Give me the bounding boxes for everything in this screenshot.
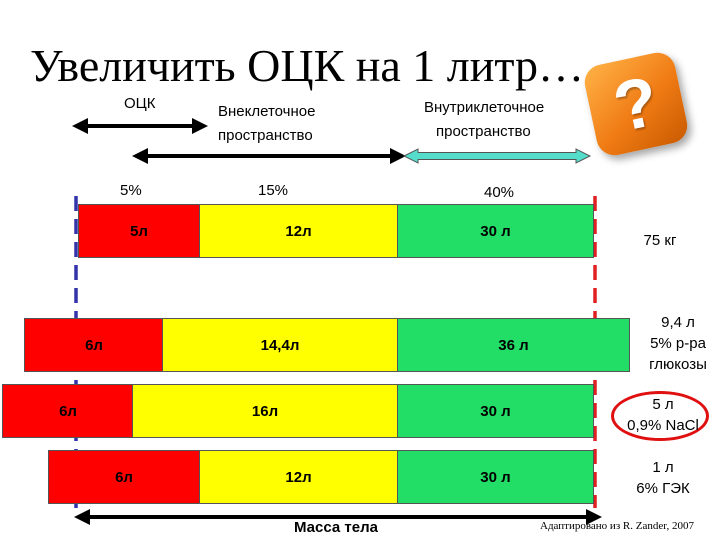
- row2-ock-segment: 6л: [24, 318, 164, 372]
- intracellular-label-line2: пространство: [436, 123, 531, 140]
- intracellular-label-line1: Внутриклеточное: [424, 99, 545, 116]
- row1-ock-value: 5л: [130, 222, 148, 240]
- row1-interstitial-segment: 12л: [199, 204, 398, 258]
- row4-ock-value: 6л: [115, 468, 133, 486]
- row2-side-line3: глюкозы: [649, 356, 707, 373]
- row4-interstitial-value: 12л: [285, 468, 312, 486]
- row3-interstitial-segment: 16л: [132, 384, 398, 438]
- body-mass-label: Масса тела: [294, 519, 378, 536]
- row4-side-line2: 6% ГЭК: [636, 480, 690, 497]
- row4-side-label: 1 л 6% ГЭК: [618, 457, 708, 499]
- row2-intracellular-value: 36 л: [498, 336, 529, 354]
- ock-percent: 5%: [120, 182, 142, 199]
- row3-side-line1: 5 л: [652, 396, 674, 413]
- slide-title: Увеличить ОЦК на 1 литр…: [30, 40, 585, 91]
- extracellular-label-line1: Внеклеточное: [218, 103, 316, 120]
- source-note: Адаптировано из R. Zander, 2007: [540, 520, 694, 532]
- row1-ock-segment: 5л: [78, 204, 200, 258]
- extracellular-label-line2: пространство: [218, 127, 313, 144]
- row4-side-line1: 1 л: [652, 459, 674, 476]
- row4-interstitial-segment: 12л: [199, 450, 398, 504]
- row3-side-label: 5 л 0,9% NaCl: [618, 394, 708, 436]
- row2-intracellular-segment: 36 л: [397, 318, 630, 372]
- intracellular-arrow: [402, 148, 592, 164]
- row1-intracellular-segment: 30 л: [397, 204, 594, 258]
- intracellular-percent: 40%: [484, 184, 515, 201]
- row3-interstitial-value: 16л: [251, 402, 279, 420]
- row3-ock-value: 6л: [59, 402, 77, 420]
- row1-interstitial-value: 12л: [285, 222, 312, 240]
- row1-intracellular-value: 30 л: [480, 222, 511, 240]
- row4-intracellular-value: 30 л: [480, 468, 511, 486]
- row1-side-label: 75 кг: [630, 230, 690, 251]
- row2-side-label: 9,4 л 5% р-ра глюкозы: [638, 312, 718, 375]
- row2-side-line2: 5% р-ра: [650, 335, 706, 352]
- row2-side-line1: 9,4 л: [661, 314, 695, 331]
- extracellular-percent: 15%: [258, 182, 289, 199]
- row1-side-line1: 75 кг: [643, 232, 677, 249]
- row4-ock-segment: 6л: [48, 450, 200, 504]
- row4-intracellular-segment: 30 л: [397, 450, 594, 504]
- ock-label: ОЦК: [124, 95, 156, 112]
- highlight-circle: [611, 391, 709, 441]
- row3-intracellular-segment: 30 л: [397, 384, 594, 438]
- row3-intracellular-value: 30 л: [480, 402, 511, 420]
- row2-interstitial-segment: 14,4л: [162, 318, 398, 372]
- row3-ock-segment: 6л: [2, 384, 134, 438]
- row2-ock-value: 6л: [85, 336, 103, 354]
- row3-side-line2: 0,9% NaCl: [627, 417, 699, 434]
- row2-interstitial-value: 14,4л: [260, 336, 300, 354]
